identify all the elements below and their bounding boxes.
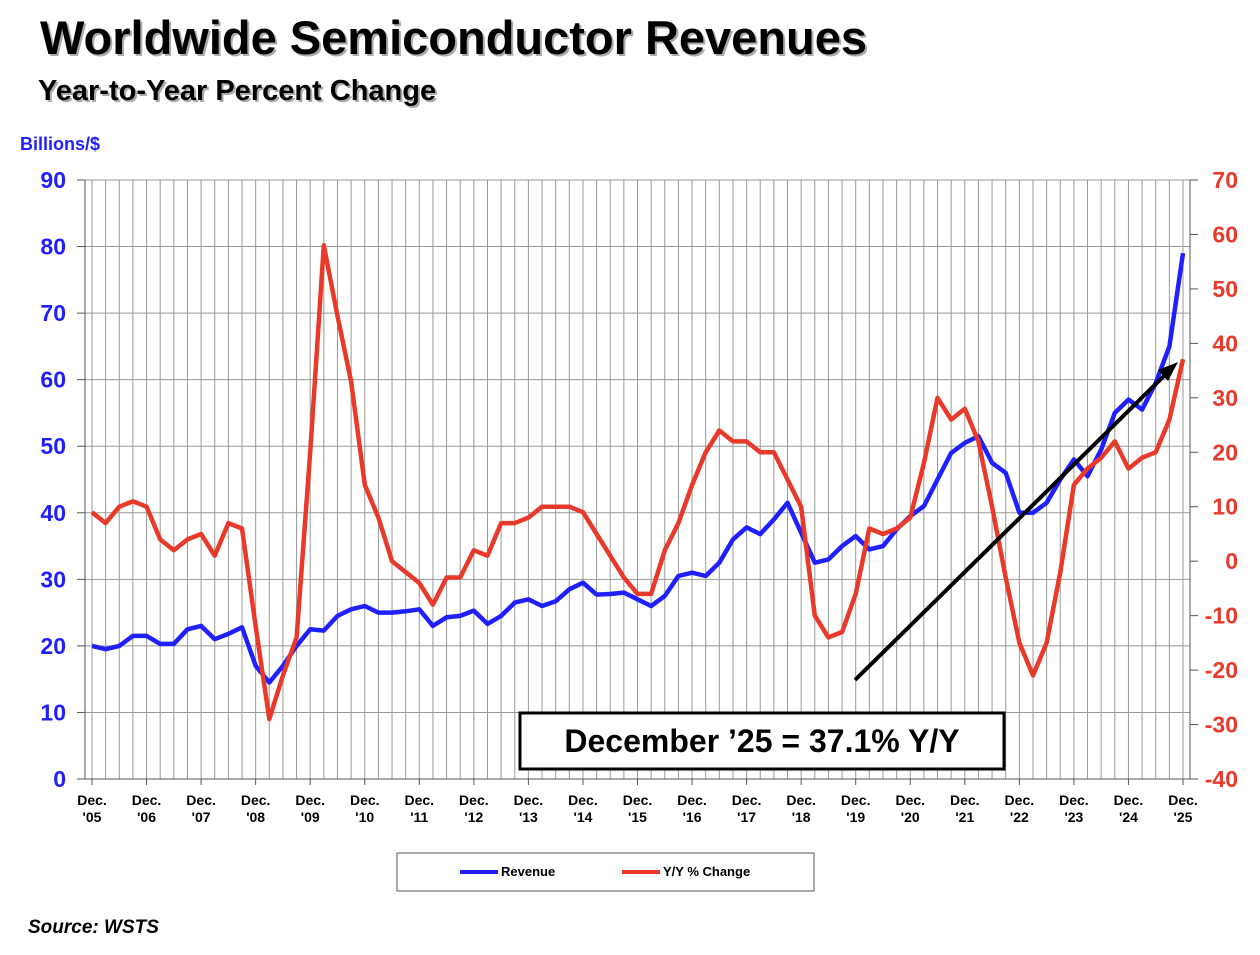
x-tick-label: Dec. '08: [241, 792, 271, 825]
y2-tick-label: -10: [1205, 603, 1238, 629]
annotation: December ’25 = 37.1% Y/Y: [564, 723, 959, 759]
x-tick-label: Dec. '25: [1168, 792, 1198, 825]
x-tick-label: Dec. '17: [732, 792, 762, 825]
x-tick-label: Dec. '23: [1059, 792, 1089, 825]
x-tick-label: Dec. '16: [677, 792, 707, 825]
chart-title: Worldwide Semiconductor Revenues: [40, 11, 867, 64]
x-tick-label: Dec. '09: [295, 792, 325, 825]
chart-title-shadow: Worldwide Semiconductor Revenues: [42, 13, 869, 66]
x-tick-label: Dec. '24: [1114, 792, 1144, 825]
y2-tick-label: 10: [1212, 494, 1238, 520]
x-tick-label: Dec. '21: [950, 792, 980, 825]
arrow-head: [1158, 362, 1178, 381]
y-tick-label: 90: [40, 167, 66, 193]
x-tick-label: Dec. '11: [405, 792, 435, 825]
y-tick-label: 10: [40, 699, 66, 725]
x-tick-label: Dec. '14: [568, 792, 598, 825]
y2-tick-label: 0: [1225, 548, 1238, 574]
legend-label: Y/Y % Change: [663, 864, 750, 879]
y-tick-label: 50: [40, 433, 66, 459]
y-tick-label: 20: [40, 633, 66, 659]
legend-items: Revenue Y/Y % Change: [460, 864, 750, 879]
chart-subtitle-shadow: Year-to-Year Percent Change: [40, 77, 438, 109]
chart-subtitle: Year-to-Year Percent Change: [38, 75, 436, 107]
x-tick-label: Dec. '20: [895, 792, 925, 825]
y2-tick-label: 20: [1212, 439, 1238, 465]
source: Source: WSTS: [28, 917, 159, 938]
y2-tick-label: -20: [1205, 657, 1238, 683]
y-tick-label: 70: [40, 300, 66, 326]
x-tick-label: Dec. '12: [459, 792, 489, 825]
y-tick-label: 80: [40, 234, 66, 260]
x-tick-label: Dec. '05: [77, 792, 107, 825]
x-tick-label: Dec. '19: [841, 792, 871, 825]
annotation-box: [518, 711, 1006, 771]
trend-arrow: [853, 370, 1170, 682]
y2-tick-label: 30: [1212, 385, 1238, 411]
y-tick-label: 30: [40, 566, 66, 592]
legend-label: Revenue: [501, 864, 555, 879]
y2-tick-label: -30: [1205, 712, 1238, 738]
y2-tick-label: 50: [1212, 276, 1238, 302]
y-tick-label: 40: [40, 500, 66, 526]
x-tick-label: Dec. '22: [1005, 792, 1035, 825]
series-line: [90, 243, 1186, 722]
x-tick-label: Dec. '13: [514, 792, 544, 825]
legend: [396, 852, 815, 892]
y-axis-label: Billions/$: [20, 134, 100, 154]
plot-area: 0 10 20 30 40 50 60 70 80 90 -40 -30 -20 -10 0 10 20 30 40…: [40, 167, 1238, 825]
y2-tick-label: 60: [1212, 221, 1238, 247]
y-tick-label: 0: [53, 766, 66, 792]
series-line: [91, 252, 1186, 685]
x-tick-label: Dec. '18: [786, 792, 816, 825]
y-tick-label: 60: [40, 367, 66, 393]
y2-tick-label: 70: [1212, 167, 1238, 193]
x-tick-label: Dec. '06: [132, 792, 162, 825]
x-tick-label: Dec. '15: [623, 792, 653, 825]
y2-tick-label: -40: [1205, 766, 1238, 792]
y2-tick-label: 40: [1212, 330, 1238, 356]
x-tick-label: Dec. '07: [186, 792, 216, 825]
x-tick-label: Dec. '10: [350, 792, 380, 825]
